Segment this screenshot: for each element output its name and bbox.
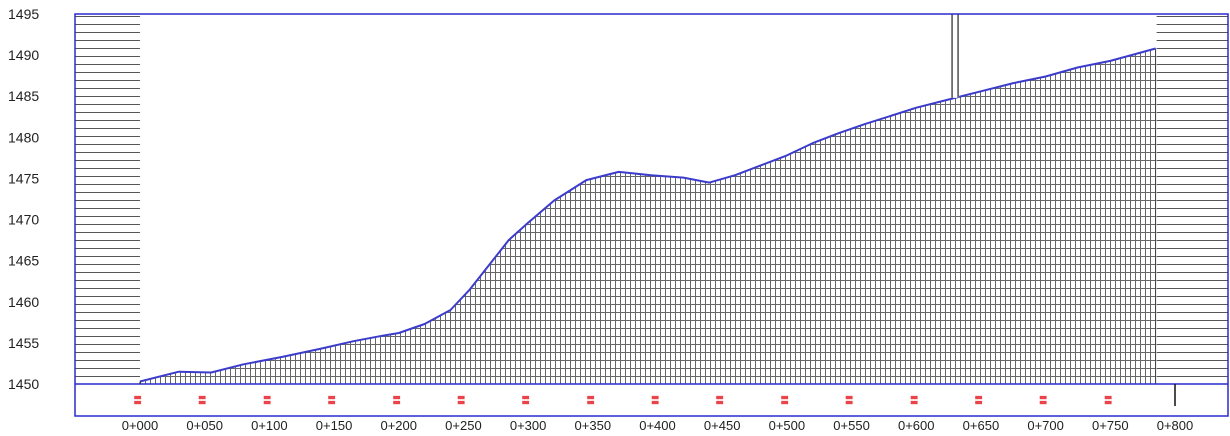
plot-frame bbox=[74, 13, 1229, 417]
station-marker: ▮▮ bbox=[908, 395, 918, 405]
x-tick-label: 0+150 bbox=[316, 418, 353, 433]
x-tick-label: 0+550 bbox=[833, 418, 870, 433]
terrain-area bbox=[140, 48, 1156, 384]
x-tick-label: 0+650 bbox=[963, 418, 1000, 433]
y-tick-label: 1465 bbox=[8, 253, 39, 269]
y-tick-label: 1490 bbox=[8, 47, 39, 63]
x-tick-label: 0+700 bbox=[1027, 418, 1064, 433]
vertical-marker-fill bbox=[951, 14, 960, 98]
x-tick-label: 0+350 bbox=[575, 418, 612, 433]
x-tick-label: 0+250 bbox=[445, 418, 482, 433]
left-hatch-block bbox=[75, 14, 140, 384]
x-tick-label: 0+600 bbox=[898, 418, 935, 433]
station-marker: ▮▮ bbox=[650, 395, 660, 405]
y-tick-label: 1475 bbox=[8, 170, 39, 186]
station-marker: ▮▮ bbox=[973, 395, 983, 405]
station-marker: ▮▮ bbox=[261, 395, 271, 405]
station-marker: ▮▮ bbox=[132, 395, 142, 405]
y-tick-label: 1485 bbox=[8, 88, 39, 104]
x-tick-label: 0+300 bbox=[510, 418, 547, 433]
station-marker: ▮▮ bbox=[197, 395, 207, 405]
x-tick-label: 0+200 bbox=[380, 418, 417, 433]
x-tick-label: 0+450 bbox=[704, 418, 741, 433]
station-marker: ▮▮ bbox=[326, 395, 336, 405]
profile-line bbox=[139, 47, 1156, 383]
x-tick-label: 0+500 bbox=[769, 418, 806, 433]
station-marker: ▮▮ bbox=[779, 395, 789, 405]
station-marker: ▮▮ bbox=[714, 395, 724, 405]
station-marker: ▮▮ bbox=[455, 395, 465, 405]
right-hatch-block bbox=[1156, 14, 1228, 384]
station-marker: ▮▮ bbox=[585, 395, 595, 405]
station-marker: ▮▮ bbox=[844, 395, 854, 405]
x-tick-label: 0+050 bbox=[186, 418, 223, 433]
y-tick-label: 1495 bbox=[8, 6, 39, 22]
x-tick-label: 0+800 bbox=[1157, 418, 1194, 433]
y-tick-label: 1450 bbox=[8, 376, 39, 392]
y-tick-label: 1470 bbox=[8, 212, 39, 228]
station-marker: ▮▮ bbox=[1102, 395, 1112, 405]
x-tick-label: 0+750 bbox=[1092, 418, 1129, 433]
station-marker: ▮▮ bbox=[391, 395, 401, 405]
y-tick-label: 1455 bbox=[8, 335, 39, 351]
y-tick-label: 1480 bbox=[8, 129, 39, 145]
station-marker: ▮▮ bbox=[520, 395, 530, 405]
y-tick-label: 1460 bbox=[8, 294, 39, 310]
station-marker: ▮▮ bbox=[1038, 395, 1048, 405]
x-tick-label: 0+400 bbox=[639, 418, 676, 433]
x-tick-label: 0+100 bbox=[251, 418, 288, 433]
x-tick-label: 0+000 bbox=[122, 418, 159, 433]
